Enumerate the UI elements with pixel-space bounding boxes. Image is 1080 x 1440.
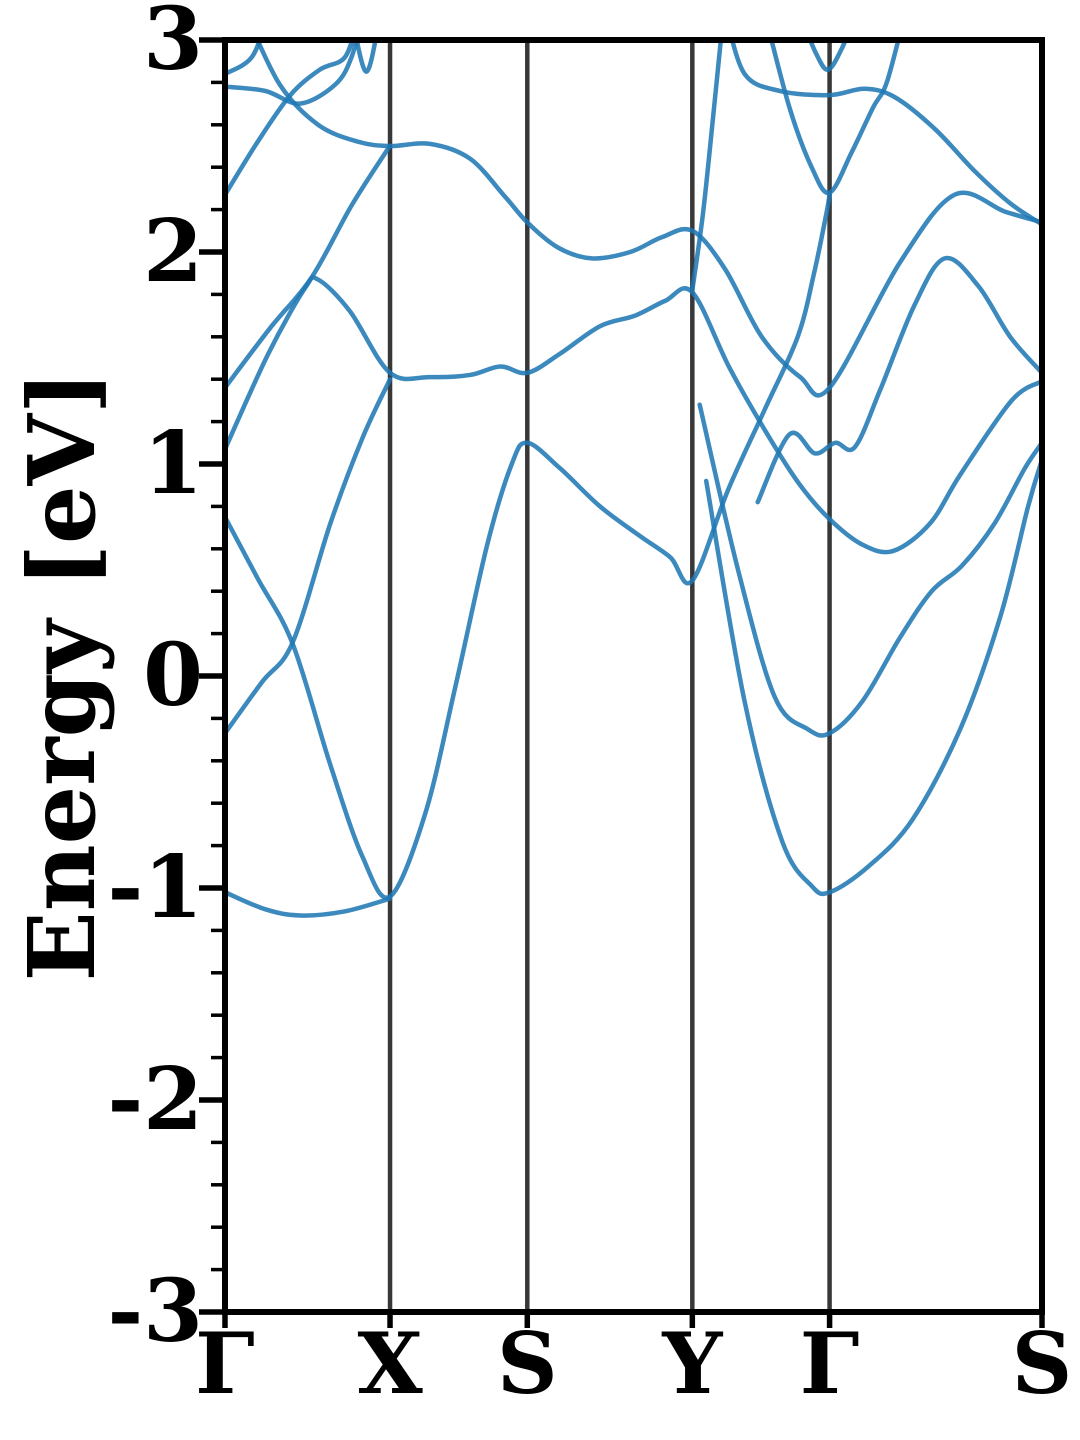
y-tick-label: 2	[143, 201, 203, 302]
band-g2-shallow-v	[697, 402, 1042, 738]
band-gx-riser-2	[225, 40, 355, 198]
kpoint-label-4: Γ	[799, 1314, 860, 1413]
band-gx-low-riser	[225, 376, 393, 736]
y-axis-title: Energy [eV]	[8, 370, 116, 982]
kpoint-label-1: X	[357, 1314, 423, 1413]
kpoint-label-2: S	[496, 1314, 558, 1413]
kpoint-label-5: S	[1011, 1314, 1073, 1413]
y-tick-label: 1	[143, 413, 203, 514]
band-curves	[225, 40, 1042, 918]
band-g2-deep-v	[703, 457, 1042, 897]
y-tick-label: -2	[107, 1049, 203, 1150]
y-tick-label: 0	[143, 625, 203, 726]
band-y-steep-riser	[690, 40, 724, 293]
band-g2-flat-descender	[729, 40, 1042, 227]
y-tick-label: -1	[107, 837, 203, 938]
y-tick-label: -3	[107, 1261, 203, 1362]
kpoint-label-0: Γ	[195, 1314, 255, 1413]
band-g2s-hump	[755, 255, 1042, 505]
band-g2-big-v	[769, 40, 901, 196]
plot-frame	[222, 37, 1045, 1315]
y-tick-label: 3	[143, 0, 203, 90]
kpoint-label-3: Y	[662, 1314, 723, 1413]
band-gx-riser-3	[225, 145, 391, 390]
band-gx-valley	[225, 889, 393, 918]
band-band-lower-main	[225, 192, 832, 900]
band-band-upper-main	[255, 40, 1042, 398]
band-gx-flat-top	[225, 40, 359, 106]
band-band-mid-main	[225, 275, 1042, 555]
band-gx-top-riser	[225, 40, 263, 77]
band-x-top-v	[354, 40, 378, 75]
kpoint-vlines	[387, 40, 832, 1312]
